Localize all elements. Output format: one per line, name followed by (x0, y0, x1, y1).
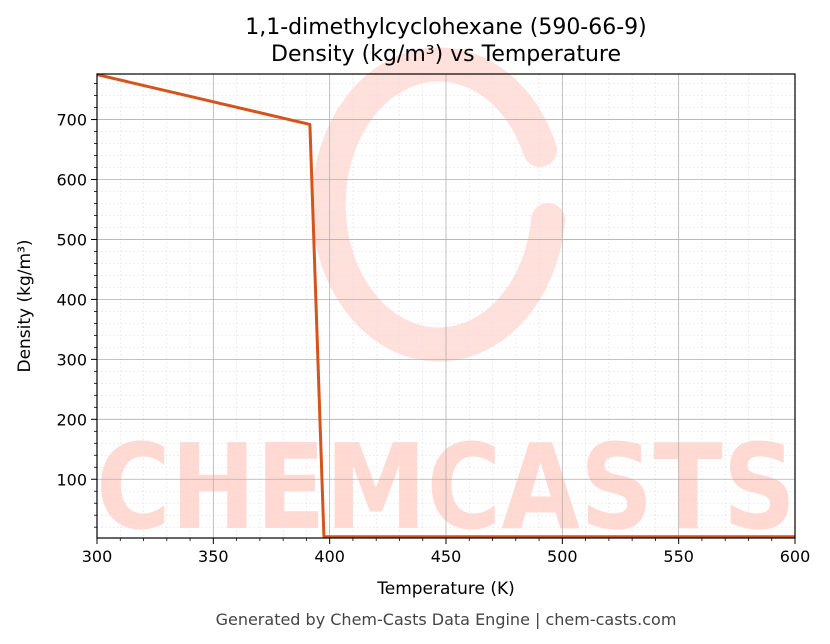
footer-credit: Generated by Chem-Casts Data Engine | ch… (216, 610, 677, 629)
y-axis: 100 200 300 400 500 600 700 (56, 83, 97, 528)
x-tick-label: 300 (82, 547, 113, 566)
x-tick-label: 450 (431, 547, 462, 566)
y-tick-label: 500 (56, 230, 87, 249)
y-tick-label: 700 (56, 111, 87, 130)
chart-title-line-2: Density (kg/m³) vs Temperature (271, 42, 621, 67)
chart-title-line-1: 1,1-dimethylcyclohexane (590-66-9) (245, 15, 647, 40)
x-axis-label: Temperature (K) (376, 579, 515, 599)
y-tick-label: 600 (56, 171, 87, 190)
y-axis-label: Density (kg/m³) (15, 239, 35, 372)
x-tick-label: 350 (198, 547, 229, 566)
series-layer (96, 73, 795, 539)
x-tick-label: 400 (314, 547, 345, 566)
x-axis: 300 350 400 450 500 550 600 (82, 538, 811, 566)
x-tick-label: 600 (780, 547, 811, 566)
watermark-c-logo (311, 47, 565, 362)
y-tick-label: 400 (56, 290, 87, 309)
x-tick-label: 500 (547, 547, 578, 566)
x-tick-label: 550 (663, 547, 694, 566)
y-tick-label: 200 (56, 410, 87, 429)
y-tick-label: 100 (56, 470, 87, 489)
major-grid (96, 74, 796, 538)
series-line-0 (96, 73, 795, 539)
y-tick-label: 300 (56, 350, 87, 369)
